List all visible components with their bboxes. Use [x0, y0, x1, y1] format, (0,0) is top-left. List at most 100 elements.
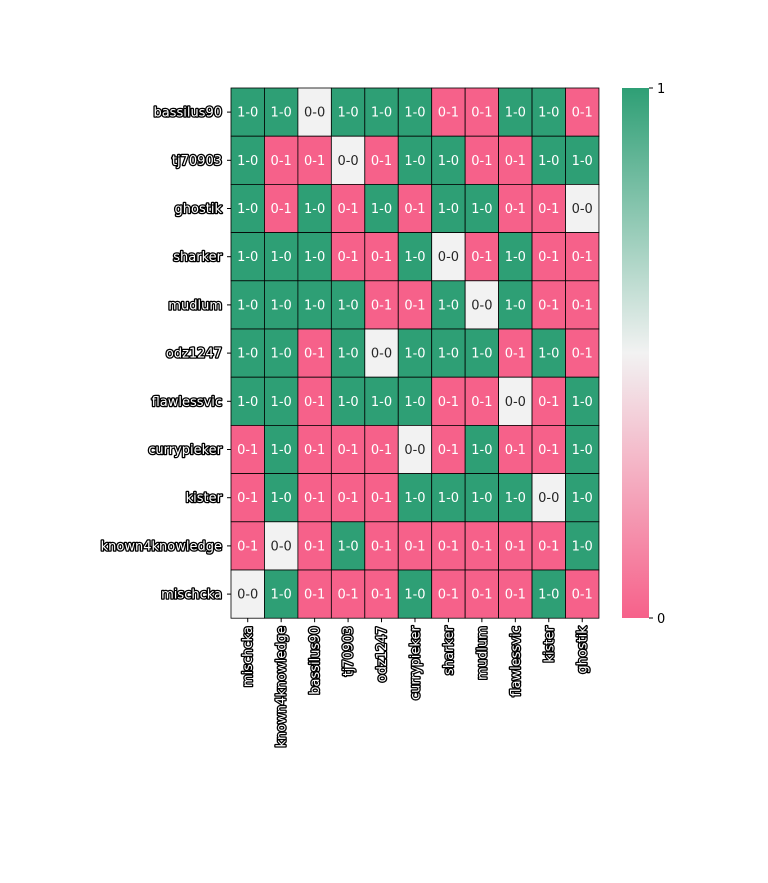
cell-annotation: 0-0: [471, 298, 492, 313]
cell-annotation: 1-0: [337, 539, 358, 554]
heatmap-cell: [230, 87, 265, 137]
cell-annotation: 1-0: [337, 298, 358, 313]
cell-annotation: 0-1: [237, 491, 258, 506]
heatmap-cell: [565, 424, 600, 474]
heatmap-cell: [330, 232, 366, 282]
row-label: mischcka: [161, 588, 222, 603]
cell-annotation: 1-0: [271, 250, 292, 265]
cell-annotation: 1-0: [471, 491, 492, 506]
cell-annotation: 0-1: [438, 539, 459, 554]
heatmap-cell: [397, 376, 433, 426]
heatmap-cell: [264, 424, 299, 474]
cell-annotation: 1-0: [237, 250, 258, 265]
cell-annotation: 0-1: [505, 347, 526, 362]
cell-annotation: 0-1: [304, 443, 325, 458]
heatmap-cell: [230, 328, 265, 378]
heatmap-cell: [431, 280, 466, 330]
cell-annotation: 1-0: [505, 298, 526, 313]
cell-annotation: 1-0: [538, 347, 559, 362]
cell-annotation: 1-0: [538, 106, 559, 121]
heatmap-cell: [364, 135, 399, 185]
cell-annotation: 1-0: [237, 202, 258, 217]
heatmap-cell: [264, 87, 299, 137]
cell-annotation: 0-0: [404, 443, 425, 458]
column-label: ghostik: [576, 626, 591, 674]
heatmap-cell: [431, 424, 466, 474]
cell-annotation: 1-0: [505, 491, 526, 506]
heatmap-cell: [330, 424, 366, 474]
column-labels: mischcka known4knowledge bassilus90 tj70903…: [240, 618, 592, 749]
cell-annotation: 1-0: [271, 106, 292, 121]
cell-annotation: 1-0: [404, 395, 425, 410]
cell-annotation: 0-0: [237, 588, 258, 603]
cell-annotation: 1-0: [271, 347, 292, 362]
heatmap-cell: [464, 376, 499, 426]
heatmap-cell: [498, 376, 533, 426]
cell-annotation: 0-1: [471, 106, 492, 121]
heatmap-cell: [531, 135, 566, 185]
column-label: tj70903: [342, 626, 357, 676]
cell-annotation: 1-0: [471, 443, 492, 458]
heatmap-cell: [264, 280, 299, 330]
cell-annotation: 0-1: [538, 443, 559, 458]
cell-annotation: 0-1: [304, 588, 325, 603]
heatmap-cell: [464, 473, 499, 523]
cell-annotation: 0-1: [371, 539, 392, 554]
cell-annotation: 1-0: [438, 154, 459, 169]
heatmap-cell: [431, 376, 466, 426]
cell-annotation: 1-0: [438, 202, 459, 217]
cell-annotation: 1-0: [371, 106, 392, 121]
heatmap-cell: [565, 183, 600, 233]
heatmap-cell: [230, 424, 265, 474]
cell-annotation: 0-1: [371, 491, 392, 506]
row-label: odz1247: [166, 347, 222, 362]
cell-annotation: 0-0: [438, 250, 459, 265]
cell-annotation: 1-0: [337, 347, 358, 362]
heatmap-cells: 1-0 1-0 0-0 1-0 1-0 1-0 0-1 0-1 1-0 1-0 0-1 1-0 0-1 0…: [230, 87, 600, 619]
heatmap-cell: [464, 135, 499, 185]
heatmap-cell: [230, 376, 265, 426]
heatmap-cell: [397, 328, 433, 378]
cell-annotation: 0-1: [371, 154, 392, 169]
heatmap-cell: [297, 87, 332, 137]
cell-annotation: 0-1: [538, 202, 559, 217]
heatmap-cell: [531, 87, 566, 137]
cell-annotation: 1-0: [337, 395, 358, 410]
cell-annotation: 0-0: [304, 106, 325, 121]
cell-annotation: 0-1: [337, 443, 358, 458]
cell-annotation: 0-1: [538, 250, 559, 265]
cell-annotation: 1-0: [237, 298, 258, 313]
row-label: known4knowledge: [101, 539, 222, 554]
column-label: sharker: [442, 626, 457, 675]
row-label: kister: [186, 491, 223, 506]
cell-annotation: 1-0: [505, 250, 526, 265]
cell-annotation: 0-1: [438, 588, 459, 603]
heatmap-cell: [230, 135, 265, 185]
cell-annotation: 1-0: [572, 154, 593, 169]
cell-annotation: 1-0: [471, 202, 492, 217]
heatmap-cell: [565, 521, 600, 571]
cell-annotation: 1-0: [404, 154, 425, 169]
colorbar: 1 0: [622, 82, 665, 627]
heatmap-cell: [297, 473, 332, 523]
cell-annotation: 0-1: [438, 395, 459, 410]
row-label: bassilus90: [153, 106, 222, 121]
column-label: mischcka: [241, 626, 256, 687]
cell-annotation: 1-0: [438, 347, 459, 362]
row-label: flawlessvic: [152, 395, 222, 410]
heatmap-cell: [297, 135, 332, 185]
colorbar-tick-max: 1: [657, 82, 665, 97]
column-label: mudlum: [475, 626, 490, 680]
heatmap-cell: [297, 376, 332, 426]
column-label: odz1247: [375, 626, 390, 682]
heatmap-cell: [531, 280, 566, 330]
heatmap-cell: [531, 569, 566, 619]
cell-annotation: 0-1: [505, 539, 526, 554]
heatmap-cell: [297, 280, 332, 330]
cell-annotation: 0-0: [371, 347, 392, 362]
cell-annotation: 0-1: [371, 298, 392, 313]
cell-annotation: 0-1: [471, 154, 492, 169]
column-label: bassilus90: [308, 626, 323, 695]
cell-annotation: 0-1: [538, 298, 559, 313]
